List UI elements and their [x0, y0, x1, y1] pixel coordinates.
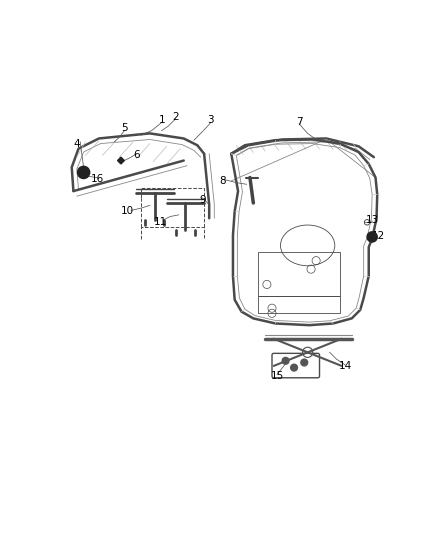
Circle shape	[78, 166, 90, 179]
Text: 2: 2	[172, 112, 179, 122]
Circle shape	[367, 232, 377, 242]
Text: 5: 5	[121, 123, 127, 133]
Polygon shape	[117, 157, 124, 164]
Text: 15: 15	[270, 371, 284, 381]
Bar	[258, 296, 340, 313]
Text: 16: 16	[91, 174, 104, 184]
Text: 12: 12	[372, 231, 385, 241]
Circle shape	[291, 364, 297, 371]
Text: 9: 9	[199, 195, 206, 205]
Text: 3: 3	[208, 116, 214, 125]
Text: 6: 6	[133, 150, 140, 160]
Text: 11: 11	[153, 216, 166, 227]
Text: 7: 7	[296, 117, 303, 126]
Text: 14: 14	[338, 361, 352, 371]
Text: 1: 1	[159, 116, 165, 125]
Circle shape	[301, 359, 307, 366]
Text: 10: 10	[121, 206, 134, 216]
Text: 8: 8	[219, 176, 226, 186]
Text: 4: 4	[74, 139, 80, 149]
Circle shape	[282, 358, 289, 364]
Text: 13: 13	[365, 215, 379, 225]
Bar	[258, 252, 340, 296]
